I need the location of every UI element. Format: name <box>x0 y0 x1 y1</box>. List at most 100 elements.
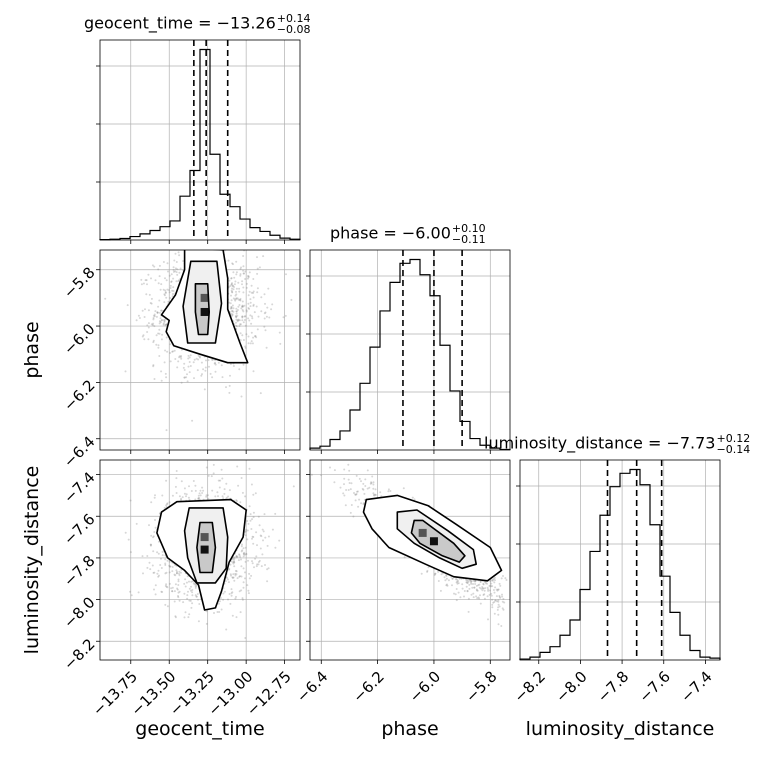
scatter-point <box>188 613 191 616</box>
scatter-point <box>242 321 245 324</box>
scatter-point <box>242 286 245 289</box>
scatter-point <box>467 597 470 600</box>
scatter-point <box>195 595 198 598</box>
scatter-point <box>187 496 190 499</box>
scatter-point <box>205 610 208 613</box>
scatter-point <box>360 480 362 483</box>
scatter-point <box>146 555 149 557</box>
scatter-point <box>228 243 230 245</box>
scatter-point <box>243 315 246 318</box>
scatter-point <box>174 485 177 488</box>
scatter-point <box>172 350 174 353</box>
scatter-point <box>162 288 165 291</box>
scatter-point <box>479 580 482 583</box>
scatter-point <box>251 315 253 318</box>
scatter-point <box>217 495 219 498</box>
scatter-point <box>248 467 251 470</box>
scatter-point <box>178 356 181 359</box>
scatter-point <box>247 275 249 277</box>
scatter-point <box>189 589 192 592</box>
scatter-point <box>244 315 247 318</box>
scatter-point <box>374 488 377 491</box>
scatter-point <box>153 531 156 533</box>
scatter-point <box>245 309 248 312</box>
scatter-point <box>235 310 238 313</box>
scatter-point <box>232 307 235 310</box>
scatter-point <box>180 497 183 500</box>
scatter-point <box>240 589 243 592</box>
scatter-point <box>465 579 468 582</box>
title-prefix: geocent_time = <box>84 13 217 33</box>
scatter-point <box>152 318 155 321</box>
scatter-point <box>368 486 371 489</box>
scatter-point <box>490 594 493 597</box>
scatter-point <box>500 577 503 580</box>
scatter-point <box>231 291 234 294</box>
scatter-point <box>222 497 225 500</box>
scatter-point <box>197 246 199 248</box>
scatter-point <box>434 572 437 575</box>
scatter-point <box>267 567 270 570</box>
scatter-point <box>254 335 256 338</box>
scatter-point <box>167 270 169 273</box>
scatter-point <box>253 311 256 314</box>
scatter-point <box>497 600 500 603</box>
scatter-point <box>177 595 179 597</box>
scatter-point <box>221 376 224 379</box>
scatter-point <box>245 552 248 555</box>
scatter-point <box>466 582 469 585</box>
scatter-point <box>204 369 207 372</box>
scatter-point <box>347 463 350 466</box>
scatter-point <box>238 290 241 293</box>
scatter-point <box>198 603 201 605</box>
scatter-point <box>228 489 231 492</box>
scatter-point <box>227 495 230 498</box>
title-plus: +0.14 <box>276 12 311 25</box>
scatter-point <box>177 251 180 254</box>
scatter-point <box>247 307 250 309</box>
scatter-point <box>220 246 222 248</box>
scatter-point <box>494 579 496 582</box>
scatter-point <box>310 473 313 476</box>
scatter-point <box>489 585 492 588</box>
scatter-point <box>183 592 186 595</box>
scatter-point <box>205 495 208 498</box>
scatter-point <box>187 357 190 360</box>
scatter-point <box>160 319 163 322</box>
scatter-point <box>471 586 474 589</box>
scatter-point <box>501 593 503 596</box>
scatter-point <box>501 607 504 610</box>
scatter-point <box>239 323 242 326</box>
scatter-point <box>457 591 460 594</box>
scatter-point <box>349 488 352 491</box>
scatter-point <box>176 587 179 590</box>
scatter-point <box>184 585 187 588</box>
x-tick-label: −6.0 <box>406 668 444 706</box>
scatter-point <box>355 474 358 477</box>
scatter-point <box>266 544 269 547</box>
scatter-point <box>173 349 176 352</box>
scatter-point <box>456 582 459 585</box>
scatter-point <box>455 599 458 602</box>
scatter-point <box>477 584 480 587</box>
scatter-point <box>176 366 179 369</box>
scatter-point <box>196 593 199 595</box>
scatter-point <box>158 320 161 323</box>
scatter-point <box>164 564 167 566</box>
scatter-point <box>237 559 240 562</box>
scatter-point <box>156 311 159 314</box>
scatter-point <box>220 468 223 471</box>
scatter-point <box>292 485 295 488</box>
scatter-point <box>389 490 392 492</box>
scatter-point <box>475 588 478 591</box>
scatter-point <box>379 491 382 494</box>
scatter-point <box>235 321 237 324</box>
scatter-point <box>498 582 501 585</box>
scatter-point <box>196 369 199 372</box>
scatter-point <box>243 272 245 275</box>
scatter-point <box>497 623 500 626</box>
scatter-point <box>512 631 514 633</box>
contour-1 <box>410 519 466 563</box>
scatter-point <box>446 584 449 587</box>
